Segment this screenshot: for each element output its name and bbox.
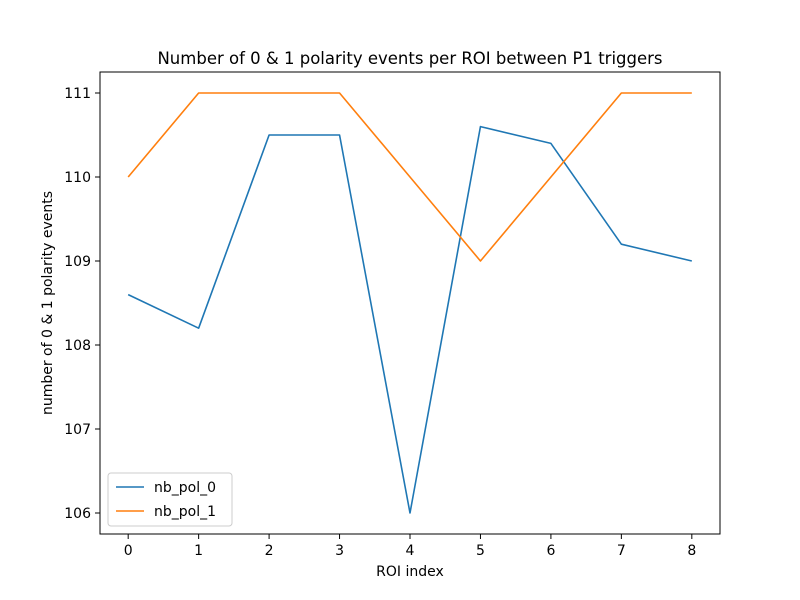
x-tick-label: 4: [406, 543, 415, 559]
x-axis-label: ROI index: [376, 564, 444, 580]
legend-label: nb_pol_0: [154, 480, 216, 496]
x-axis: 0 1 2 3 4 5 6 7 8: [124, 534, 696, 559]
y-tick-label: 111: [64, 86, 91, 102]
series-line-nb_pol_1: [127, 92, 692, 262]
y-tick-label: 107: [64, 422, 91, 438]
x-tick-label: 7: [617, 543, 626, 559]
y-axis-label: number of 0 & 1 polarity events: [40, 191, 56, 415]
x-tick-label: 5: [476, 543, 485, 559]
x-tick-label: 3: [335, 543, 344, 559]
series-layer: [127, 92, 693, 514]
series-line-nb_pol_0: [127, 125, 693, 514]
y-axis: 106 107 108 109 110 111: [64, 86, 100, 522]
x-tick-label: 1: [194, 543, 203, 559]
y-tick-label: 108: [64, 338, 91, 354]
x-tick-label: 2: [265, 543, 274, 559]
y-tick-label: 109: [64, 254, 91, 270]
x-tick-label: 8: [687, 543, 696, 559]
y-tick-label: 110: [64, 170, 91, 186]
legend: nb_pol_0 nb_pol_1: [107, 472, 233, 527]
legend-label: nb_pol_1: [154, 504, 216, 520]
x-tick-label: 6: [546, 543, 555, 559]
chart-title: Number of 0 & 1 polarity events per ROI …: [157, 49, 662, 68]
x-tick-label: 0: [124, 543, 133, 559]
y-tick-label: 106: [64, 506, 91, 522]
